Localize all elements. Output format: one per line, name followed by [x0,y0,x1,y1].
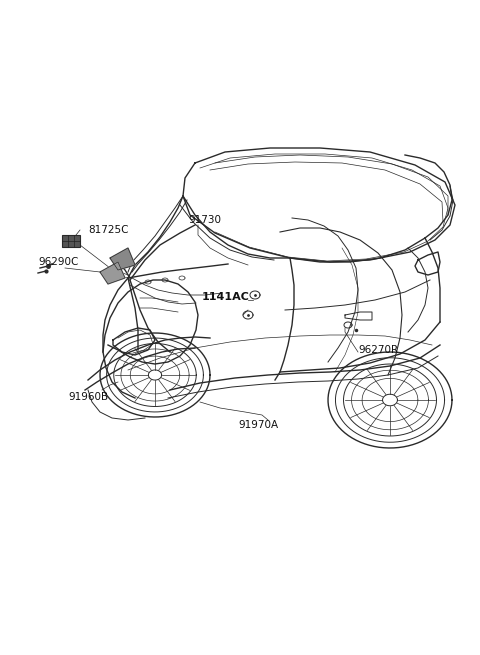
Text: 1141AC: 1141AC [202,292,250,302]
Text: 96290C: 96290C [38,257,78,267]
Text: 91730: 91730 [188,215,221,225]
Text: 91970A: 91970A [238,420,278,430]
Bar [62,235,80,247]
Text: 81725C: 81725C [88,225,129,235]
Text: 96270R: 96270R [358,345,398,355]
Polygon shape [100,262,125,284]
Polygon shape [110,248,135,270]
Text: 91960B: 91960B [68,392,108,402]
